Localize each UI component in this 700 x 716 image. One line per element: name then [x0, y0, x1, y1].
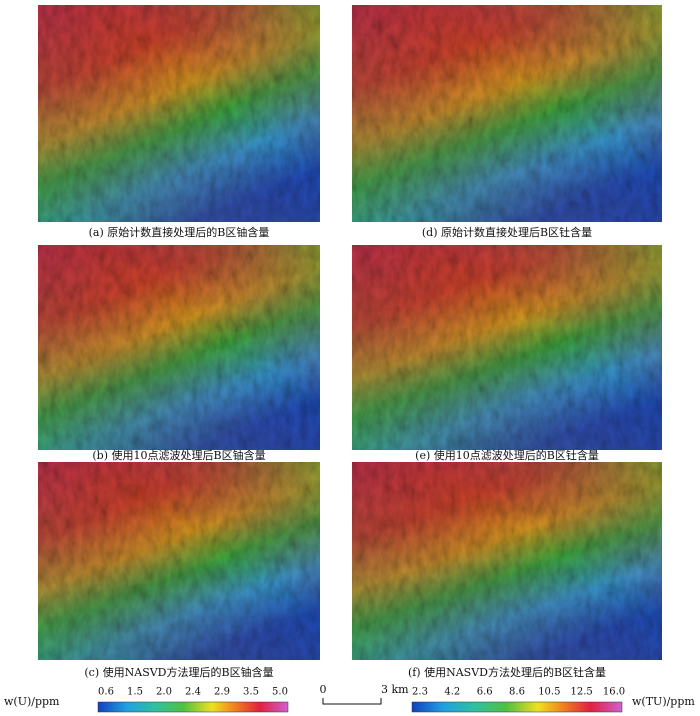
colorbar-tu [411, 701, 623, 713]
colorbar-tick-label: 2.3 [412, 687, 428, 698]
colorbar-tick-label: 2.0 [156, 687, 172, 698]
colorbar-tick-label: 2.9 [214, 687, 230, 698]
map-texture [352, 5, 662, 222]
colorbar-tick-label: 4.2 [444, 687, 460, 698]
colorbar-tick-label: 8.6 [509, 687, 525, 698]
panel-caption: (c) 使用NASVD方法理后的B区铀含量 [84, 665, 273, 679]
legend-tu-label: w(TU)/ppm [632, 695, 695, 708]
colorbar-tick-label: 1.5 [127, 687, 143, 698]
panel-caption: (f) 使用NASVD方法处理后的B区钍含量 [408, 665, 606, 679]
colorbar-tick-label: 5.0 [272, 687, 288, 698]
map-texture [38, 462, 320, 660]
panel-caption: (e) 使用10点滤波处理后的B区钍含量 [415, 448, 599, 462]
colorbar-tick-label: 12.5 [571, 687, 593, 698]
colorbar-u [97, 701, 289, 713]
colorbar-tick-label: 3.5 [243, 687, 259, 698]
colorbar-tick-label: 16.0 [603, 687, 625, 698]
map-texture [352, 245, 662, 450]
colorbar-tick-label: 6.6 [477, 687, 493, 698]
panel-caption: (a) 原始计数直接处理后的B区铀含量 [89, 225, 270, 239]
legend-u-label: w(U)/ppm [4, 695, 60, 708]
scale-end: 3 km [381, 683, 409, 696]
panel-caption: (d) 原始计数直接处理后B区钍含量 [422, 225, 592, 239]
map-texture [38, 5, 320, 222]
scale-start: 0 [320, 683, 327, 696]
scale-bar [322, 698, 382, 705]
panels: (a) 原始计数直接处理后的B区铀含量 (b) 使用10点滤波处理后B区铀含量 (c… [38, 5, 662, 679]
map-texture [38, 245, 320, 450]
colorbar-tick-label: 2.4 [185, 687, 201, 698]
panel-caption: (b) 使用10点滤波处理后B区铀含量 [92, 448, 265, 462]
colorbar-tick-label: 10.5 [538, 687, 560, 698]
colorbar-tick-label: 0.6 [98, 687, 114, 698]
map-texture [352, 462, 662, 660]
